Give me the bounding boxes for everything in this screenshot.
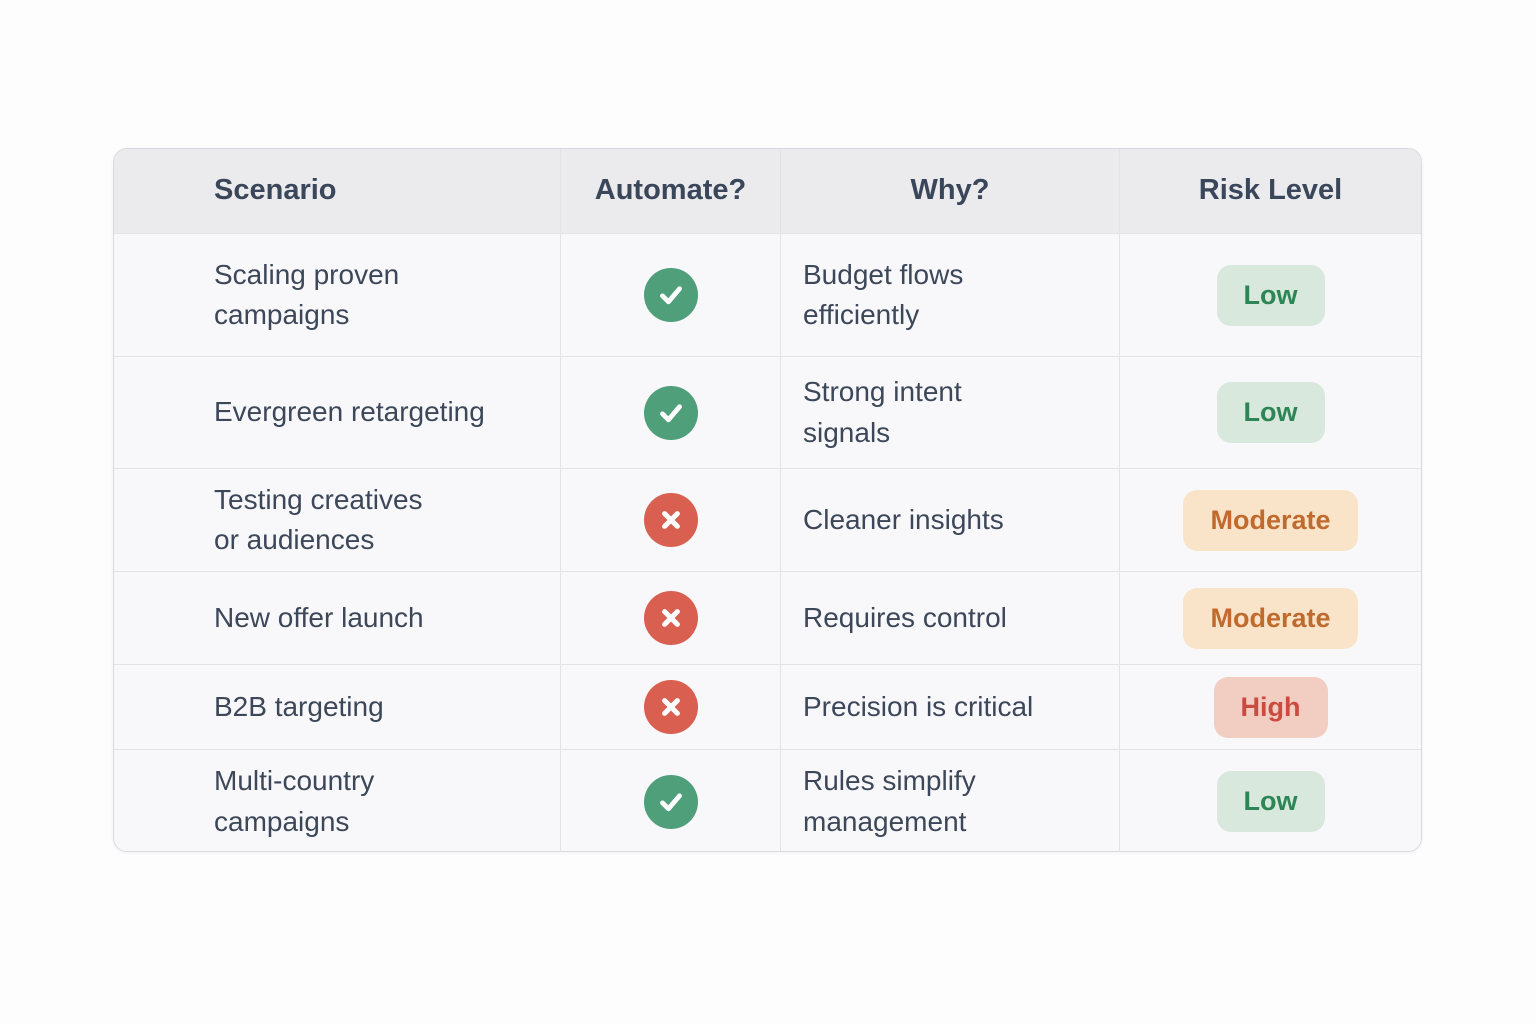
column-header-why: Why?: [780, 149, 1119, 233]
why-cell: Budget flows efficiently: [780, 234, 1119, 356]
check-icon: [643, 385, 698, 440]
why-cell: Cleaner insights: [780, 469, 1119, 571]
why-cell: Strong intent signals: [780, 357, 1119, 468]
cross-icon: [643, 493, 698, 547]
why-label: Budget flows efficiently: [803, 258, 964, 330]
risk-badge: Moderate: [1183, 489, 1358, 551]
scenario-label: Evergreen retargeting: [214, 396, 485, 428]
why-cell: Requires control: [780, 572, 1119, 664]
column-header-scenario: Scenario: [214, 174, 337, 207]
risk-cell: High: [1119, 665, 1421, 749]
scenario-label: B2B targeting: [214, 690, 384, 722]
scenario-cell: Multi-country campaigns: [114, 750, 560, 851]
why-label: Requires control: [803, 601, 1007, 633]
risk-cell: Low: [1119, 750, 1421, 851]
risk-cell: Moderate: [1119, 572, 1421, 664]
scenario-label: Scaling proven campaigns: [214, 258, 400, 330]
check-icon: [643, 268, 698, 322]
decision-table: Scenario Automate? Why? Risk Level Scali…: [113, 148, 1422, 852]
scenario-cell: B2B targeting: [114, 665, 560, 749]
why-cell: Precision is critical: [780, 665, 1119, 749]
table-row: Multi-country campaigns Rules simplify m…: [114, 749, 1421, 851]
check-icon: [643, 774, 698, 829]
scenario-cell: Scaling proven campaigns: [114, 234, 560, 356]
table-header-row: Scenario Automate? Why? Risk Level: [114, 149, 1421, 233]
why-cell: Rules simplify management: [780, 750, 1119, 851]
column-header-risk-level: Risk Level: [1119, 149, 1421, 233]
table-row: New offer launch Requires control Modera…: [114, 571, 1421, 664]
automate-cell: [560, 665, 780, 749]
table-row: Evergreen retargeting Strong intent sign…: [114, 356, 1421, 468]
table-body: Scaling proven campaigns Budget flows ef…: [114, 233, 1421, 851]
cross-icon: [643, 591, 698, 645]
automate-cell: [560, 357, 780, 468]
table-row: B2B targeting Precision is critical High: [114, 664, 1421, 749]
scenario-label: Testing creatives or audiences: [214, 483, 423, 555]
automate-cell: [560, 234, 780, 356]
risk-cell: Low: [1119, 234, 1421, 356]
automate-cell: [560, 469, 780, 571]
scenario-cell: New offer launch: [114, 572, 560, 664]
risk-badge: Low: [1216, 771, 1325, 832]
why-label: Rules simplify management: [803, 765, 976, 837]
scenario-label: New offer launch: [214, 601, 424, 633]
scenario-label: Multi-country campaigns: [214, 765, 375, 837]
automate-cell: [560, 750, 780, 851]
risk-badge: Moderate: [1183, 587, 1358, 649]
scenario-cell: Evergreen retargeting: [114, 357, 560, 468]
risk-cell: Low: [1119, 357, 1421, 468]
risk-badge: High: [1213, 676, 1328, 738]
why-label: Cleaner insights: [803, 503, 1004, 535]
table-row: Testing creatives or audiences Cleaner i…: [114, 468, 1421, 571]
why-label: Precision is critical: [803, 690, 1034, 722]
scenario-cell: Testing creatives or audiences: [114, 469, 560, 571]
column-header-automate: Automate?: [560, 149, 780, 233]
risk-cell: Moderate: [1119, 469, 1421, 571]
why-label: Strong intent signals: [803, 376, 962, 448]
cross-icon: [643, 680, 698, 734]
table-row: Scaling proven campaigns Budget flows ef…: [114, 233, 1421, 356]
risk-badge: Low: [1216, 382, 1325, 443]
automate-cell: [560, 572, 780, 664]
risk-badge: Low: [1216, 264, 1325, 326]
